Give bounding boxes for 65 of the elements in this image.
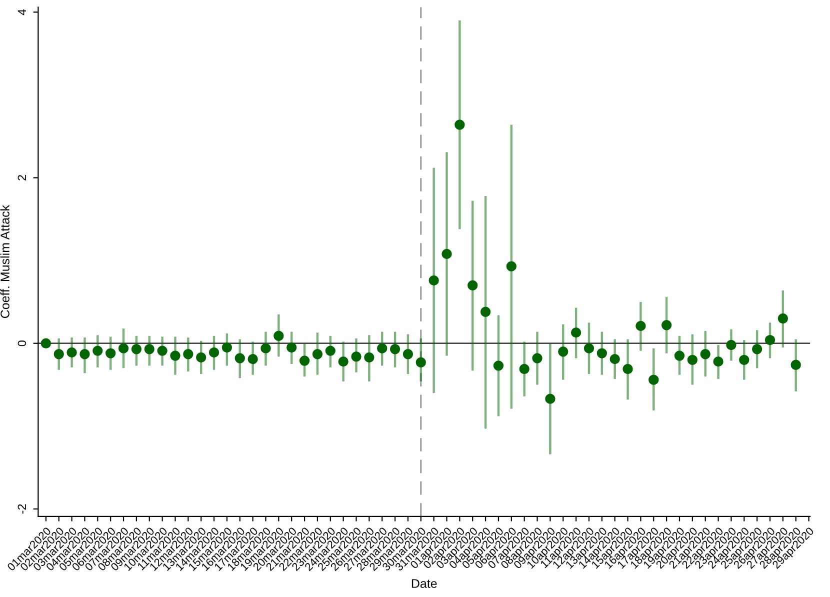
point — [480, 306, 491, 317]
point — [506, 261, 516, 272]
point — [493, 360, 504, 371]
x-axis-title: Date — [412, 579, 437, 588]
point — [532, 353, 542, 364]
point — [416, 357, 426, 368]
point — [700, 349, 710, 360]
point — [674, 350, 685, 361]
point — [687, 354, 698, 365]
point — [222, 342, 232, 353]
point — [364, 352, 374, 363]
point — [274, 330, 284, 341]
point — [338, 356, 348, 367]
point — [454, 120, 465, 130]
point — [778, 313, 788, 324]
point — [234, 353, 245, 364]
point — [545, 394, 556, 404]
point — [790, 360, 801, 370]
point — [610, 354, 620, 364]
point — [570, 327, 582, 338]
point — [726, 340, 736, 350]
point — [106, 348, 116, 358]
point — [157, 346, 168, 356]
point — [428, 275, 439, 286]
point — [648, 374, 659, 385]
point — [208, 347, 220, 358]
point — [54, 349, 64, 360]
point — [312, 349, 323, 360]
y-tick-label: 0 — [18, 340, 26, 346]
point — [40, 338, 52, 348]
point — [92, 346, 103, 356]
point — [752, 344, 762, 354]
point — [131, 344, 142, 354]
point — [377, 343, 388, 354]
y-tick-label: 2 — [18, 175, 26, 180]
point — [80, 349, 90, 360]
point — [468, 280, 478, 290]
point — [299, 356, 310, 366]
point — [558, 346, 568, 357]
point — [325, 346, 336, 356]
point — [622, 364, 633, 374]
point — [351, 352, 362, 362]
point — [636, 320, 646, 332]
point — [596, 348, 607, 358]
point — [402, 349, 414, 360]
y-axis-title: Coeff. Muslim Attack — [0, 204, 10, 318]
point — [66, 347, 77, 358]
point — [584, 343, 594, 354]
point — [713, 356, 724, 367]
point — [183, 349, 194, 360]
point — [196, 352, 206, 363]
point — [739, 354, 750, 365]
point — [390, 344, 400, 354]
point — [248, 354, 258, 364]
point — [661, 320, 672, 330]
point — [286, 342, 297, 353]
point — [764, 334, 776, 346]
point — [118, 343, 129, 354]
point — [442, 248, 452, 260]
y-tick-label: 4 — [18, 9, 26, 16]
point — [144, 344, 154, 354]
point — [170, 350, 180, 361]
point — [260, 343, 271, 354]
y-tick-label: -2 — [18, 504, 26, 514]
point — [519, 364, 530, 374]
